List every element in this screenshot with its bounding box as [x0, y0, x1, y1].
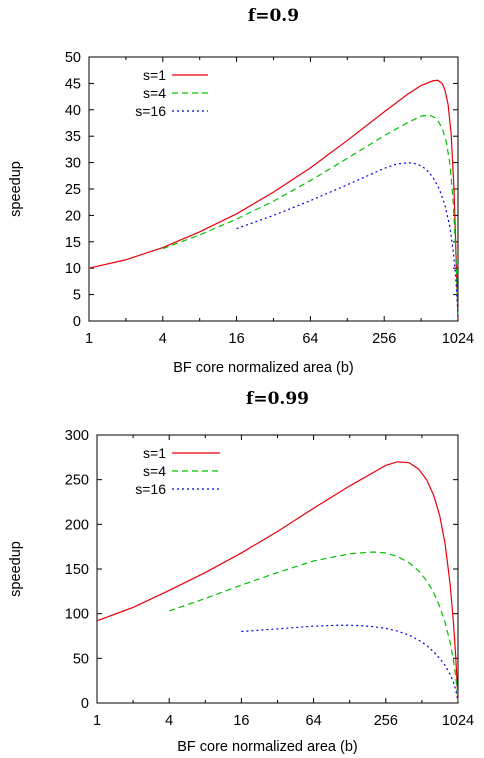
y-tick-label: 300: [65, 428, 89, 444]
x-tick-label: 64: [302, 331, 318, 347]
y-axis-label: speedup: [8, 161, 24, 217]
y-tick-label: 0: [73, 314, 81, 330]
y-tick-label: 30: [65, 156, 81, 172]
y-tick-label: 150: [65, 562, 89, 578]
x-tick-label: 4: [165, 713, 173, 729]
x-tick-label: 1: [93, 713, 101, 729]
chart-top: f=0.9 0 5 10 15 20 25 30 35 40 45 50 1 4 16 64 256 1024 BF…: [8, 6, 474, 376]
x-tick-label: 4: [159, 331, 167, 347]
chart-bottom: f=0.99 0 50 100 150 200 250 300 1 4 16 64 256 1024 BF …: [8, 389, 474, 755]
x-tick-label: 1024: [442, 331, 474, 347]
legend-label: s=1: [143, 445, 166, 461]
y-tick-label: 40: [65, 103, 81, 119]
chart-title: f=0.9: [248, 6, 299, 26]
legend-label: s=4: [143, 85, 166, 101]
y-tick-label: 15: [65, 235, 81, 251]
series-line-s4: [169, 551, 459, 702]
y-tick-label: 200: [65, 517, 89, 533]
x-tick-label: 256: [372, 331, 396, 347]
x-tick-label: 1: [85, 331, 93, 347]
legend-label: s=4: [143, 463, 166, 479]
x-axis-label: BF core normalized area (b): [173, 360, 354, 376]
y-tick-label: 100: [65, 607, 89, 623]
series-line-s1: [96, 461, 459, 702]
x-tick-label: 16: [233, 713, 249, 729]
x-tick-label: 16: [229, 331, 245, 347]
series-line-s4: [162, 114, 459, 319]
y-tick-label: 250: [65, 473, 89, 489]
y-tick-label: 0: [81, 696, 89, 712]
series-line-s16: [236, 161, 459, 319]
x-axis-label: BF core normalized area (b): [177, 739, 358, 755]
x-tick-label: 64: [306, 713, 322, 729]
y-tick-label: 20: [65, 208, 81, 224]
legend-label: s=16: [135, 481, 166, 497]
chart-title: f=0.99: [246, 389, 309, 409]
y-tick-label: 35: [65, 129, 81, 145]
x-tick-label: 256: [374, 713, 398, 729]
y-tick-label: 45: [65, 76, 81, 92]
series-line-s16: [241, 624, 459, 702]
x-tick-label: 1024: [442, 713, 474, 729]
y-tick-label: 25: [65, 182, 81, 198]
legend-label: s=1: [143, 67, 166, 83]
y-tick-label: 5: [73, 288, 81, 304]
y-axis-label: speedup: [8, 541, 24, 597]
y-tick-label: 50: [65, 50, 81, 66]
y-tick-label: 10: [65, 261, 81, 277]
y-tick-label: 50: [73, 651, 89, 667]
legend-label: s=16: [135, 103, 166, 119]
